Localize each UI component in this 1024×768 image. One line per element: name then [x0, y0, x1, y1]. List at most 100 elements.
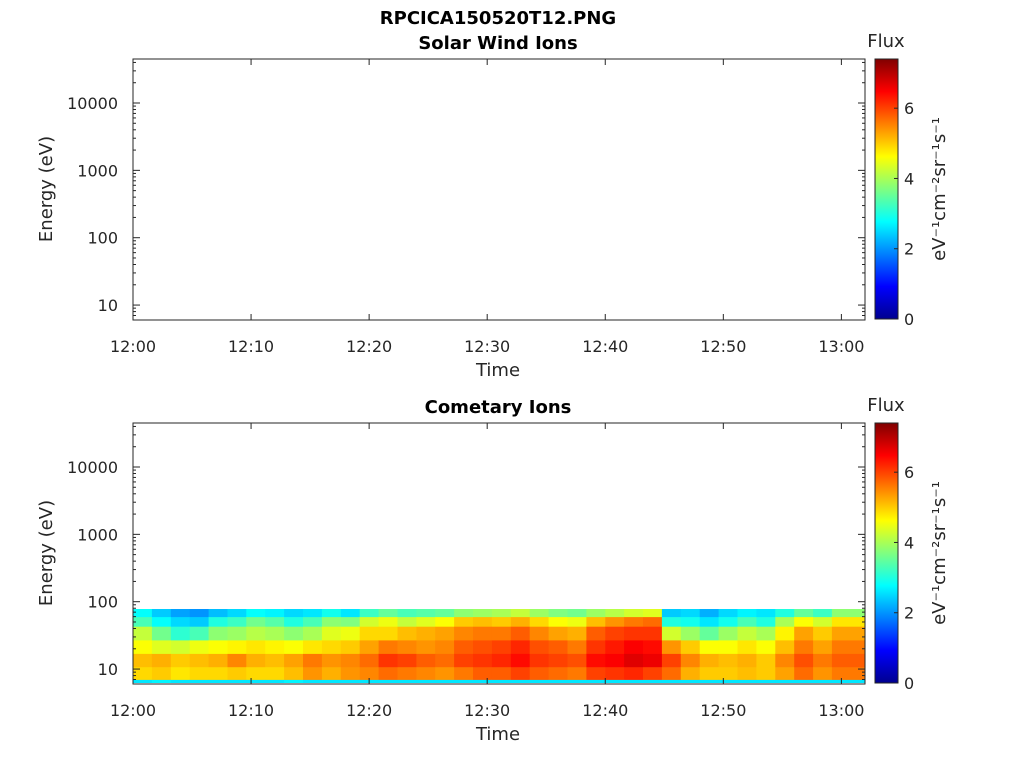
heatmap-cell: [189, 640, 209, 654]
x-tick-label: 12:30: [464, 337, 510, 356]
heatmap-cell: [227, 626, 247, 641]
heatmap-cell: [170, 626, 191, 641]
heatmap-cell: [661, 679, 682, 683]
x-tick-label: 12:00: [110, 701, 156, 720]
x-tick-label: 12:20: [346, 337, 392, 356]
heatmap-cell: [397, 666, 417, 680]
colorbar-tick-label: 6: [904, 463, 914, 482]
heatmap-cell: [643, 653, 663, 668]
colorbar-tick-label: 4: [904, 169, 914, 188]
heatmap-cell: [529, 609, 549, 618]
heatmap-cell: [284, 653, 304, 668]
heatmap-cell: [699, 679, 719, 683]
heatmap-cell: [265, 653, 285, 668]
heatmap-cell: [473, 666, 493, 680]
heatmap-cell: [605, 609, 625, 618]
heatmap-cell: [680, 679, 701, 683]
heatmap-cell: [265, 640, 285, 654]
heatmap-cell: [831, 640, 866, 654]
heatmap-cell: [170, 609, 191, 618]
heatmap-cell: [529, 640, 549, 654]
heatmap-cell: [227, 653, 247, 668]
panel-title: Solar Wind Ions: [418, 33, 577, 54]
heatmap-cell: [284, 666, 304, 680]
axes-frame: [132, 58, 866, 321]
x-axis-ticks: 12:00 12:10 12:20 12:30 12:40 12:50 13:00: [110, 59, 864, 356]
heatmap-cell: [473, 609, 493, 618]
heatmap-cell: [416, 679, 436, 683]
heatmap-cell: [605, 616, 625, 627]
heatmap-cell: [567, 666, 587, 680]
heatmap-cell: [718, 626, 738, 641]
heatmap-cell: [189, 666, 209, 680]
heatmap-cell: [473, 653, 493, 668]
heatmap-cell: [397, 653, 417, 668]
heatmap-cell: [208, 666, 228, 680]
x-tick-label: 12:30: [464, 701, 510, 720]
colorbar-gradient: [874, 58, 899, 320]
heatmap-cell: [189, 653, 209, 668]
panel-solar-wind-ions: Solar Wind Ions 12:00 12:10 12:20 12:30 12:4…: [36, 31, 950, 381]
colorbar-ticks: 0 2 4 6: [894, 463, 914, 693]
heatmap-cell: [265, 616, 285, 627]
heatmap-cell: [435, 616, 455, 627]
heatmap-cell: [321, 653, 342, 668]
heatmap-cell: [680, 616, 701, 627]
heatmap-cell: [643, 609, 663, 618]
heatmap-cell: [340, 653, 361, 668]
y-tick-label: 100: [87, 593, 118, 612]
heatmap-cell: [265, 626, 285, 641]
heatmap-cell: [473, 640, 493, 654]
heatmap-cell: [133, 666, 153, 680]
heatmap-cell: [775, 626, 795, 641]
heatmap-cell: [586, 679, 606, 683]
heatmap-cell: [680, 653, 701, 668]
heatmap-cell: [397, 640, 417, 654]
heatmap-cell: [775, 653, 795, 668]
panel-title: Cometary Ions: [425, 397, 572, 418]
heatmap-cell: [246, 679, 266, 683]
heatmap-cell: [303, 679, 323, 683]
heatmap-cell: [151, 653, 172, 668]
axes-frame: [132, 422, 866, 685]
heatmap-cell: [208, 679, 228, 683]
heatmap-cell: [529, 666, 549, 680]
heatmap-cell: [586, 666, 606, 680]
heatmap-cell: [813, 640, 833, 654]
heatmap-cell: [397, 626, 417, 641]
heatmap-cell: [359, 609, 379, 618]
heatmap-cell: [813, 626, 833, 641]
heatmap-cell: [133, 679, 153, 683]
x-axis-label: Time: [475, 724, 520, 745]
heatmap-cell: [435, 679, 455, 683]
heatmap-cell: [813, 609, 833, 618]
heatmap-cell: [699, 616, 719, 627]
heatmap-cell: [548, 679, 568, 683]
heatmap-cell: [284, 626, 304, 641]
heatmap-cell: [151, 626, 172, 641]
heatmap-cell: [246, 616, 266, 627]
heatmap-cell: [397, 679, 417, 683]
colorbar-label: eV⁻¹cm⁻²sr⁻¹s⁻¹: [929, 481, 950, 625]
heatmap-cell: [435, 626, 455, 641]
colorbar-gradient: [874, 422, 899, 684]
heatmap-cell: [567, 679, 587, 683]
heatmap-cell: [378, 653, 398, 668]
heatmap-cell: [170, 640, 191, 654]
heatmap-cell: [397, 609, 417, 618]
heatmap-cell: [567, 609, 587, 618]
heatmap-cell: [775, 616, 795, 627]
y-axis-ticks: 10 100 1000 10000: [67, 61, 865, 321]
heatmap-cell: [643, 666, 663, 680]
heatmap-cell: [680, 609, 701, 618]
y-tick-label: 10: [98, 660, 118, 679]
heatmap-cell: [510, 653, 531, 668]
heatmap-cell: [529, 616, 549, 627]
heatmap-cell: [227, 679, 247, 683]
y-tick-label: 100: [87, 229, 118, 248]
heatmap-cell: [208, 640, 228, 654]
figure-title: RPCICA150520T12.PNG: [380, 8, 616, 29]
heatmap-cell: [208, 653, 228, 668]
heatmap-cell: [718, 616, 738, 627]
heatmap-cell: [454, 679, 474, 683]
